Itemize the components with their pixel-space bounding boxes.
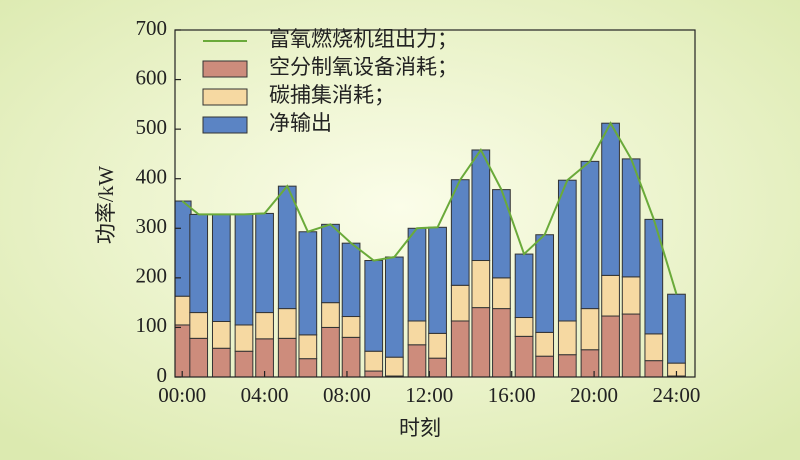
bar-segment — [384, 256, 404, 358]
legend-swatch — [202, 116, 248, 134]
bar-segment — [255, 312, 274, 340]
bar-segment — [298, 231, 318, 336]
y-tick-label: 400 — [136, 165, 168, 189]
plot-area — [175, 121, 686, 377]
bar-segment — [277, 308, 297, 339]
y-tick-label: 200 — [136, 264, 168, 288]
x-tick-label: 16:00 — [488, 383, 536, 407]
bar-segment — [644, 333, 664, 362]
bar-segment — [580, 160, 600, 310]
bar-segment — [471, 307, 491, 377]
bar-segment — [234, 213, 254, 326]
legend-label: 富氧燃烧机组出力； — [269, 27, 458, 51]
bar-segment — [667, 293, 686, 364]
bar-segment — [189, 213, 209, 314]
bar-segment — [492, 277, 511, 310]
bar-segment — [384, 356, 404, 377]
bar-segment — [535, 331, 555, 357]
bar-segment — [341, 336, 361, 377]
bar-segment — [234, 324, 254, 352]
bar-segment — [277, 185, 297, 310]
x-axis-label: 时刻 — [399, 416, 441, 440]
bar-segment — [364, 350, 384, 372]
bar-segment — [211, 347, 231, 377]
bar-segment — [321, 326, 340, 377]
bar-segment — [557, 179, 577, 322]
bar-segment — [175, 324, 192, 377]
bar-segment — [428, 332, 447, 359]
legend-swatch — [202, 88, 248, 106]
bar-segment — [407, 344, 427, 377]
bar-segment — [298, 358, 318, 377]
bar-segment — [341, 316, 361, 338]
legend-label: 碳捕集消耗； — [269, 83, 395, 107]
bar-segment — [364, 370, 384, 377]
bar-segment — [175, 200, 192, 297]
legend-swatch — [202, 60, 248, 78]
y-tick-label: 600 — [136, 65, 168, 89]
x-tick-label: 24:00 — [653, 383, 701, 407]
bar-segment — [644, 360, 664, 377]
bar-segment — [601, 315, 620, 377]
bar-segment — [428, 226, 447, 334]
bar-segment — [621, 313, 641, 377]
bar-segment — [407, 320, 427, 346]
bar-segment — [211, 213, 231, 322]
y-tick-label: 100 — [136, 313, 168, 337]
bar-segment — [321, 223, 340, 304]
x-tick-label: 00:00 — [158, 383, 206, 407]
y-axis-label: 功率/kW — [94, 166, 118, 244]
bar-segment — [557, 320, 577, 356]
bar-segment — [189, 337, 209, 377]
x-tick-label: 04:00 — [241, 383, 289, 407]
bar-segment — [557, 354, 577, 377]
bar-segment — [535, 234, 555, 333]
y-tick-label: 0 — [157, 363, 168, 387]
bar-segment — [189, 312, 209, 339]
bar-segment — [514, 317, 534, 337]
bar-segment — [341, 242, 361, 318]
bar-segment — [514, 253, 534, 319]
bar-segment — [277, 337, 297, 377]
bar-segment — [621, 276, 641, 315]
bar-segment — [450, 284, 470, 322]
bar-segment — [471, 260, 491, 309]
bar-segment — [601, 122, 620, 276]
bar-segment — [450, 320, 470, 377]
legend-label: 空分制氧设备消耗； — [269, 55, 458, 79]
bar-segment — [492, 308, 511, 377]
x-tick-label: 08:00 — [323, 383, 371, 407]
bar-segment — [601, 274, 620, 317]
bar-segment — [255, 212, 274, 314]
bar-segment — [211, 320, 231, 349]
bar-segment — [428, 357, 447, 377]
bar-segment — [492, 189, 511, 279]
legend-label: 净输出 — [269, 111, 332, 135]
bar-segment — [514, 335, 534, 377]
bar-segment — [234, 350, 254, 377]
y-tick-label: 300 — [136, 214, 168, 238]
y-tick-label: 500 — [136, 115, 168, 139]
bar-segment — [321, 302, 340, 328]
bar-segment — [364, 260, 384, 352]
bar-segment — [298, 334, 318, 360]
bar-segment — [471, 149, 491, 262]
line — [181, 121, 678, 295]
bar-segment — [175, 295, 192, 326]
bar-segment — [535, 355, 555, 377]
plot-frame — [174, 29, 696, 378]
x-tick-label: 20:00 — [570, 383, 618, 407]
bar-segment — [580, 308, 600, 351]
bar-segment — [580, 349, 600, 377]
y-tick-label: 700 — [136, 16, 168, 40]
bar-segment — [407, 227, 427, 322]
bar-segment — [450, 179, 470, 286]
x-tick-label: 12:00 — [405, 383, 453, 407]
